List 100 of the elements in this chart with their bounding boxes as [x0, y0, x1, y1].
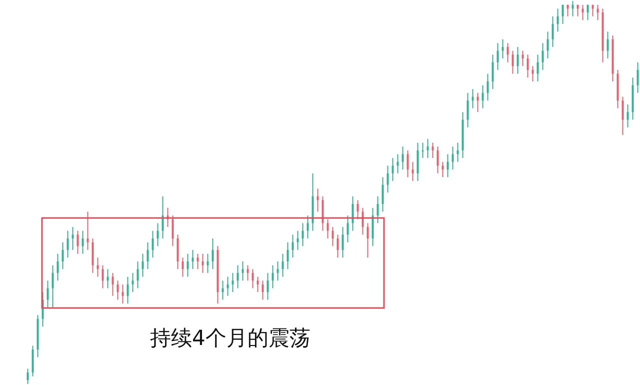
candlestick [552, 16, 554, 48]
candlestick [446, 154, 449, 178]
candlestick [256, 276, 259, 293]
candlestick [572, 1, 574, 17]
candlestick [456, 142, 459, 162]
candlestick [476, 92, 479, 113]
candlestick [246, 264, 249, 282]
candlestick [102, 264, 104, 289]
candlestick [152, 230, 154, 258]
candlestick [146, 242, 149, 270]
candlestick [116, 280, 119, 300]
candlestick [286, 242, 289, 270]
candlestick [196, 253, 199, 270]
candlestick [252, 268, 254, 289]
candlestick [222, 280, 224, 300]
candlestick [342, 226, 344, 258]
candlestick [412, 161, 414, 182]
candlestick [392, 158, 394, 182]
candlestick [386, 165, 389, 193]
candlestick [426, 138, 429, 159]
candlestick [526, 54, 529, 78]
candlestick [406, 150, 409, 178]
candlestick [396, 154, 399, 174]
candlestick [422, 142, 424, 159]
candlestick [436, 146, 439, 174]
candlestick [512, 50, 514, 74]
candlestick [516, 46, 519, 74]
candlestick [486, 73, 489, 102]
annotation: 持续4个月的震荡 [150, 325, 310, 352]
candlestick [72, 226, 74, 250]
candlestick [76, 230, 79, 254]
candlestick [536, 54, 539, 82]
candlestick [276, 260, 279, 282]
candlestick [212, 238, 214, 270]
candlestick [556, 8, 559, 32]
candlestick [56, 253, 59, 282]
candlestick [346, 214, 349, 243]
candlestick [242, 260, 244, 282]
candlestick [532, 66, 534, 82]
candlestick [606, 31, 609, 59]
candlestick [106, 268, 109, 289]
candlestick [366, 222, 369, 258]
candlestick [506, 42, 509, 63]
candlestick [332, 226, 334, 247]
candlestick [336, 234, 339, 258]
candlestick [236, 264, 239, 289]
candlestick [376, 196, 379, 224]
candlestick [262, 280, 264, 300]
candlestick [62, 242, 64, 270]
candlestick [596, 4, 599, 21]
candlestick [46, 280, 49, 308]
candlestick [296, 230, 299, 250]
candlestick [136, 260, 139, 289]
candlestick [372, 207, 374, 247]
candlestick [232, 272, 234, 293]
candlestick [582, 4, 584, 21]
candlestick [586, 4, 589, 21]
candlestick [266, 272, 269, 300]
candlestick [162, 196, 164, 239]
candlestick [92, 238, 94, 274]
candlestick [112, 272, 114, 296]
candlestick [562, 4, 564, 24]
candlestick [182, 257, 184, 278]
candlestick [626, 104, 629, 128]
candlestick [482, 84, 484, 109]
candlestick [172, 214, 174, 247]
candlestick [186, 253, 189, 278]
candlestick [416, 142, 419, 182]
candlestick [202, 253, 204, 274]
candlestick [126, 276, 129, 304]
candlestick [622, 96, 624, 136]
candlestick [206, 253, 209, 274]
candlestick [192, 249, 194, 270]
candlestick [156, 222, 159, 247]
candlestick [466, 92, 469, 128]
candlestick [496, 42, 499, 70]
candlestick [302, 222, 304, 247]
candlestick [32, 345, 34, 377]
candlestick [292, 234, 294, 258]
candlestick [272, 264, 274, 289]
candlestick [226, 276, 229, 296]
candlestick [26, 368, 29, 384]
candlestick [122, 284, 124, 304]
candlestick [382, 176, 384, 212]
candlestick [322, 196, 324, 232]
candlestick [442, 161, 444, 178]
candlestick [82, 230, 84, 254]
candlestick [316, 188, 319, 212]
candlestick [86, 211, 89, 250]
candlestick [66, 230, 69, 258]
candlestick [52, 264, 54, 308]
candlestick [522, 50, 524, 67]
candlestick [432, 142, 434, 159]
candlestick [472, 88, 474, 109]
candlestick [306, 214, 309, 239]
candlestick [362, 207, 364, 236]
candlestick [176, 234, 179, 270]
candlestick [636, 62, 639, 94]
candlestick [282, 253, 284, 278]
candlestick [502, 38, 504, 59]
